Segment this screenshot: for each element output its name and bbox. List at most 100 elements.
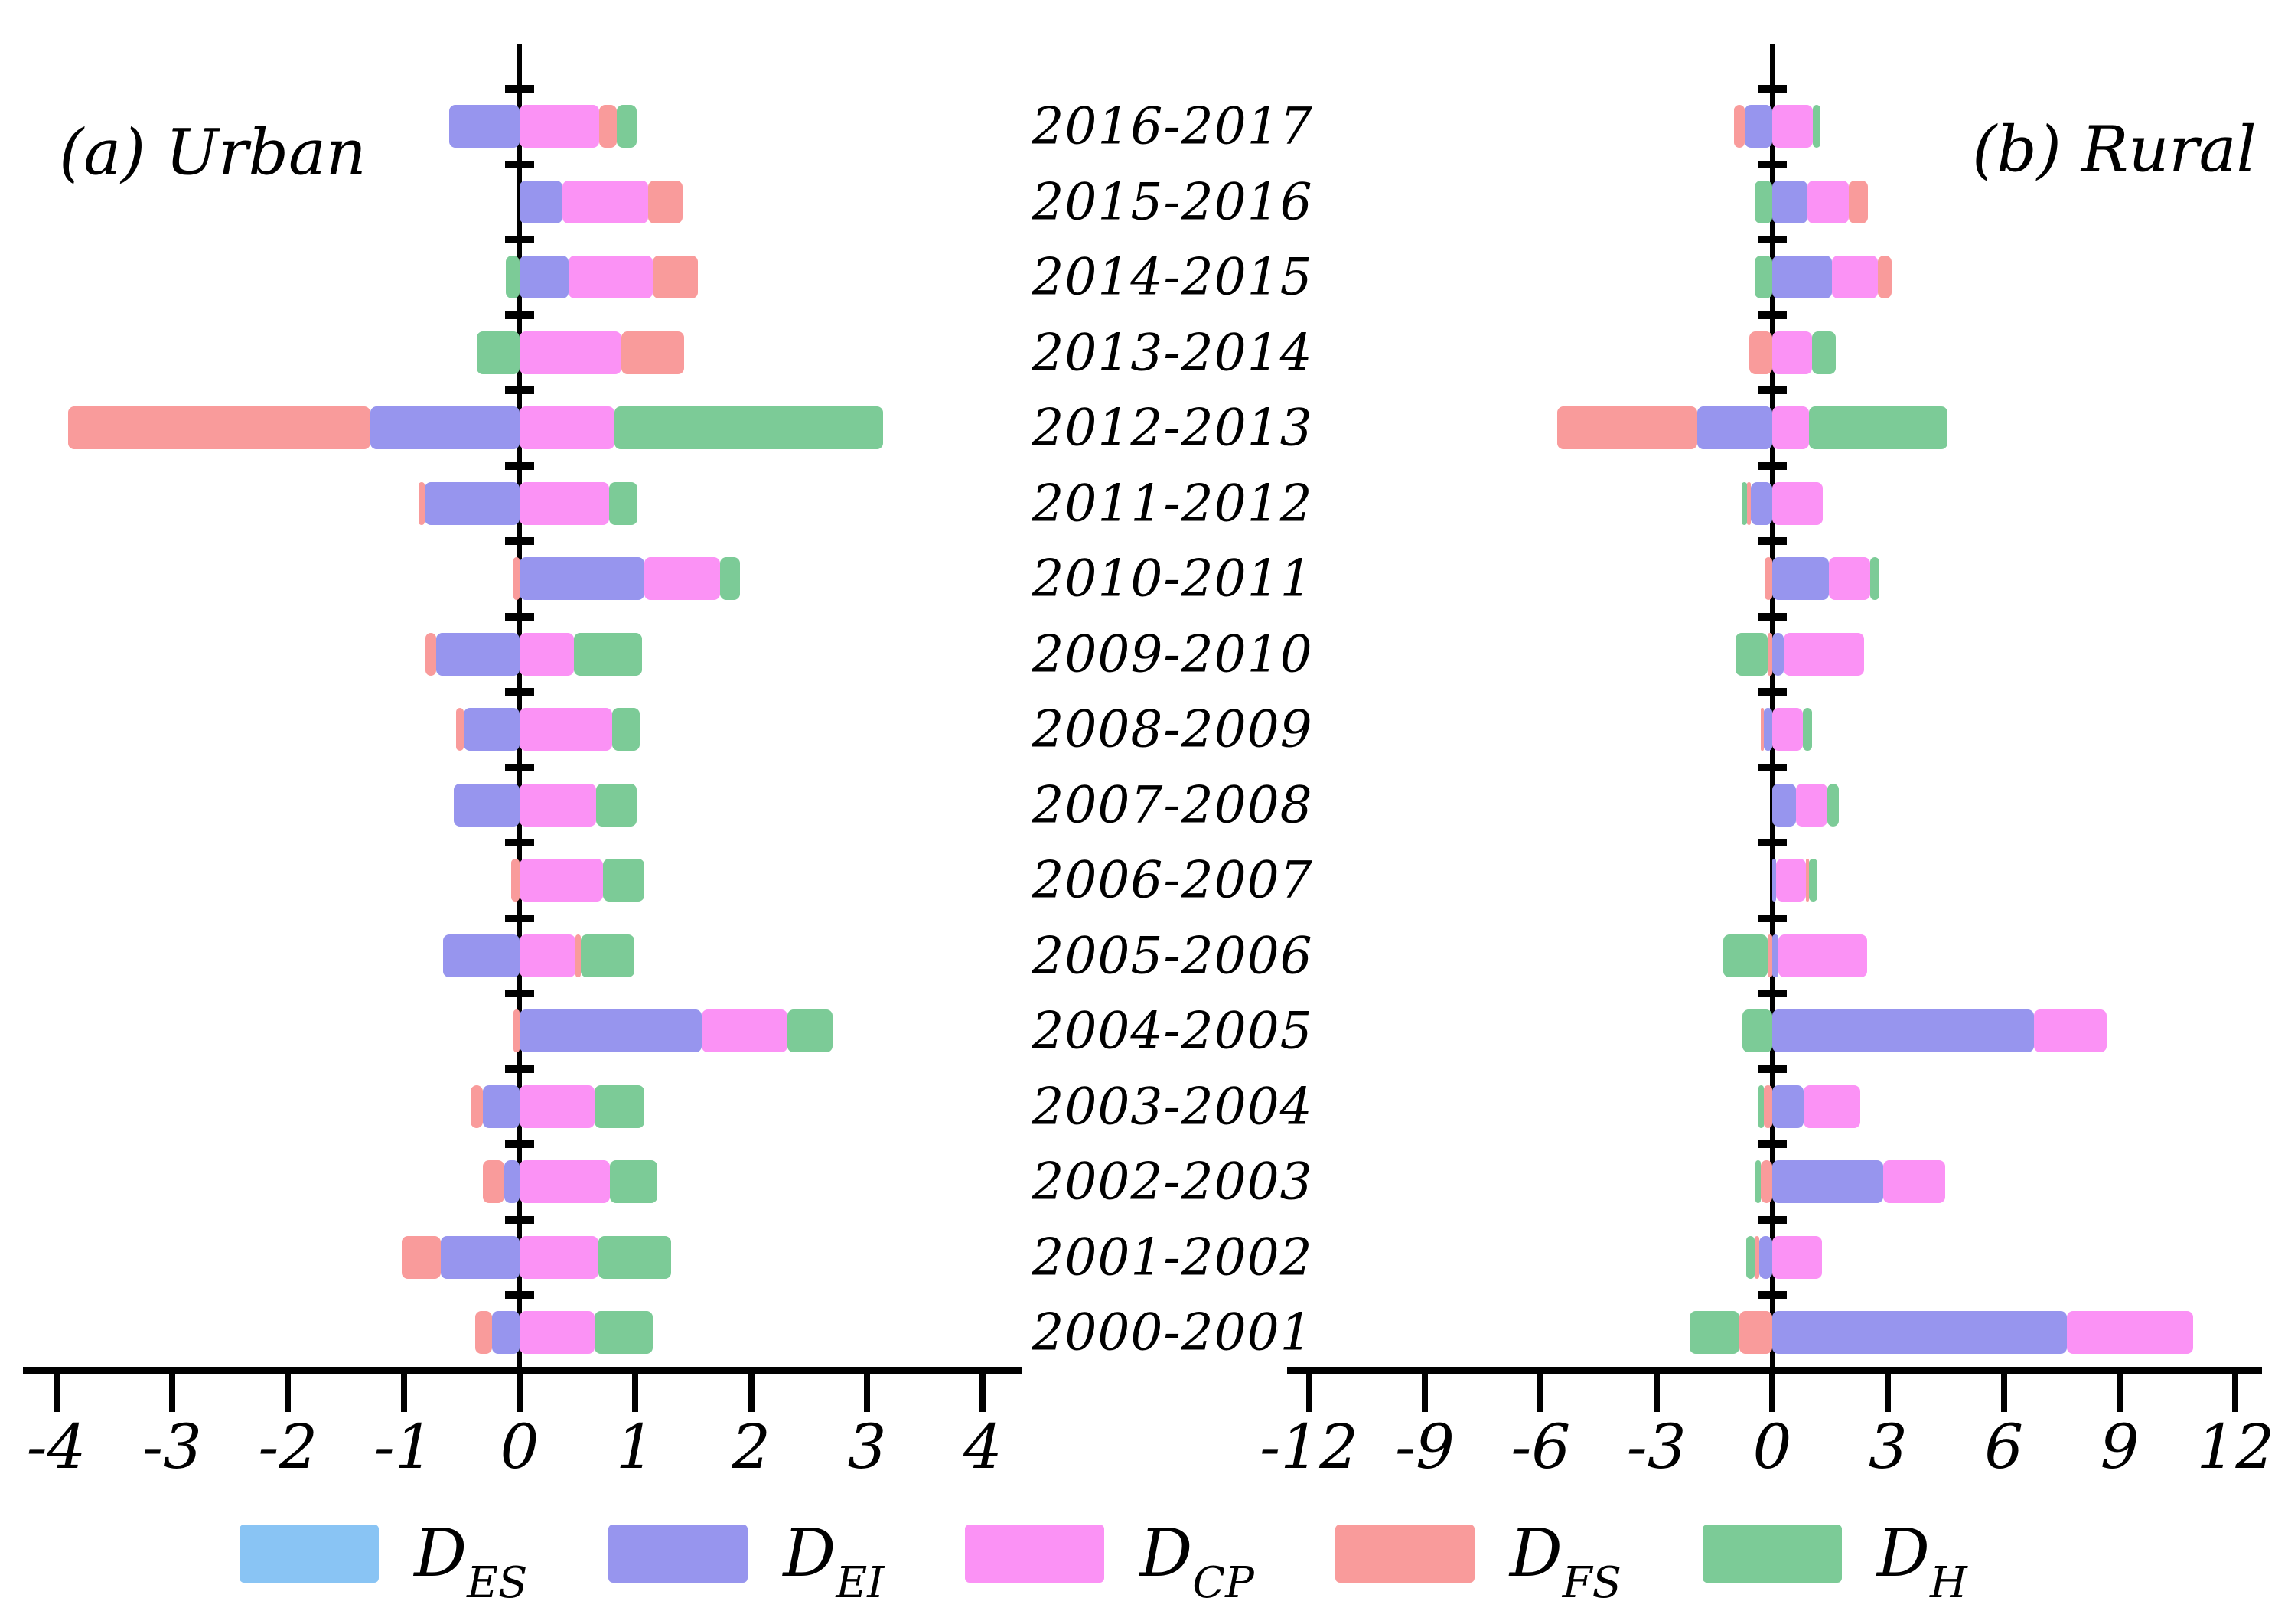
bar-segment-urban-2011-2012-D_EI — [424, 481, 520, 525]
bar-segment-urban-2006-2007-D_CP — [520, 859, 603, 902]
zero-axis-dash-urban — [505, 1291, 534, 1299]
bar-segment-urban-2005-2006-D_EI — [443, 934, 520, 977]
bar-segment-rural-2001-2002-D_EI — [1758, 1235, 1772, 1279]
x-tick-rural — [1537, 1374, 1544, 1412]
year-label: 2011-2012 — [1032, 474, 1313, 533]
zero-axis-dash-rural — [1758, 537, 1787, 545]
bar-segment-rural-2003-2004-D_H — [1758, 1084, 1764, 1128]
bar-segment-rural-2009-2010-D_CP — [1784, 632, 1865, 676]
legend-swatch-D_CP — [965, 1525, 1105, 1583]
bar-segment-urban-2004-2005-D_CP — [701, 1009, 787, 1053]
x-tick-urban — [400, 1374, 407, 1412]
bar-segment-rural-2002-2003-D_FS — [1760, 1160, 1772, 1204]
bar-segment-urban-2010-2011-D_EI — [520, 557, 645, 601]
bar-segment-rural-2015-2016-D_FS — [1848, 180, 1868, 223]
bar-segment-urban-2011-2012-D_CP — [520, 481, 609, 525]
bar-segment-urban-2014-2015-D_FS — [653, 256, 699, 299]
x-tick-label-urban: -1 — [373, 1411, 434, 1482]
zero-axis-dash-rural — [1758, 461, 1787, 470]
bar-segment-rural-2000-2001-D_FS — [1739, 1311, 1772, 1355]
bar-segment-rural-2010-2011-D_EI — [1772, 557, 1830, 601]
bar-segment-urban-2015-2016-D_EI — [520, 180, 562, 223]
bar-segment-urban-2000-2001-D_EI — [491, 1311, 520, 1355]
year-label: 2014-2015 — [1032, 247, 1313, 307]
bar-segment-urban-2013-2014-D_FS — [621, 331, 684, 374]
year-label: 2003-2004 — [1032, 1077, 1313, 1136]
zero-axis-dash-rural — [1758, 160, 1787, 168]
x-tick-urban — [517, 1374, 523, 1412]
bar-segment-urban-2003-2004-D_CP — [520, 1084, 595, 1128]
bar-segment-rural-2001-2002-D_CP — [1772, 1235, 1823, 1279]
x-axis-rural — [1287, 1367, 2262, 1374]
bar-segment-rural-2006-2007-D_CP — [1776, 859, 1807, 902]
bar-segment-rural-2009-2010-D_EI — [1772, 632, 1784, 676]
bar-segment-urban-2008-2009-D_CP — [520, 708, 613, 752]
bar-segment-urban-2016-2017-D_EI — [448, 105, 520, 148]
x-tick-label-urban: 3 — [847, 1411, 887, 1482]
bar-segment-urban-2014-2015-D_H — [505, 256, 520, 299]
bar-segment-rural-2007-2008-D_H — [1827, 783, 1839, 827]
bar-segment-rural-2009-2010-D_FS — [1767, 632, 1772, 676]
year-label: 2009-2010 — [1032, 624, 1313, 684]
bar-segment-urban-2006-2007-D_H — [602, 859, 645, 902]
bar-segment-rural-2009-2010-D_H — [1736, 632, 1768, 676]
bar-segment-rural-2003-2004-D_EI — [1772, 1084, 1804, 1128]
bar-segment-rural-2010-2011-D_FS — [1764, 557, 1772, 601]
bar-segment-urban-2016-2017-D_FS — [599, 105, 618, 148]
bar-segment-rural-2006-2007-D_FS — [1806, 859, 1809, 902]
x-tick-urban — [632, 1374, 639, 1412]
zero-axis-urban — [517, 44, 522, 1374]
zero-axis-dash-urban — [505, 1215, 534, 1224]
legend-label-D_FS: DFS — [1509, 1515, 1621, 1608]
bar-segment-rural-2014-2015-D_EI — [1772, 256, 1832, 299]
bar-segment-urban-2002-2003-D_CP — [520, 1160, 611, 1204]
x-tick-urban — [979, 1374, 986, 1412]
bar-segment-rural-2014-2015-D_H — [1754, 256, 1772, 299]
x-tick-rural — [1305, 1374, 1312, 1412]
bar-segment-rural-2016-2017-D_CP — [1772, 105, 1813, 148]
x-tick-urban — [864, 1374, 871, 1412]
bar-segment-urban-2004-2005-D_H — [787, 1009, 833, 1053]
bar-segment-rural-2000-2001-D_CP — [2067, 1311, 2194, 1355]
x-tick-label-rural: 6 — [1984, 1411, 2024, 1482]
bar-segment-urban-2000-2001-D_H — [595, 1311, 653, 1355]
bar-segment-rural-2002-2003-D_EI — [1772, 1160, 1883, 1204]
bar-segment-urban-2005-2006-D_CP — [520, 934, 575, 977]
bar-segment-rural-2015-2016-D_CP — [1807, 180, 1849, 223]
x-tick-urban — [168, 1374, 175, 1412]
bar-segment-urban-2014-2015-D_CP — [568, 256, 653, 299]
bar-segment-rural-2004-2005-D_EI — [1772, 1009, 2035, 1053]
bar-segment-rural-2002-2003-D_CP — [1882, 1160, 1945, 1204]
legend-label-D_CP: DCP — [1139, 1515, 1254, 1608]
bar-segment-rural-2011-2012-D_CP — [1772, 481, 1823, 525]
legend-label-D_ES: DES — [414, 1515, 528, 1608]
legend-item-D_CP: DCP — [965, 1515, 1335, 1608]
bar-segment-rural-2013-2014-D_CP — [1772, 331, 1813, 374]
x-tick-label-urban: -4 — [26, 1411, 86, 1482]
x-tick-urban — [285, 1374, 292, 1412]
bar-segment-urban-2013-2014-D_CP — [520, 331, 622, 374]
zero-axis-dash-urban — [505, 688, 534, 696]
bar-segment-urban-2001-2002-D_EI — [441, 1235, 520, 1279]
zero-axis-dash-urban — [505, 461, 534, 470]
bar-segment-rural-2012-2013-D_CP — [1772, 406, 1809, 450]
bar-segment-urban-2008-2009-D_EI — [464, 708, 520, 752]
legend-swatch-D_EI — [608, 1525, 748, 1583]
bar-segment-urban-2003-2004-D_FS — [471, 1084, 483, 1128]
bar-segment-rural-2013-2014-D_H — [1812, 331, 1836, 374]
bar-segment-urban-2001-2002-D_FS — [401, 1235, 442, 1279]
bar-segment-urban-2001-2002-D_CP — [520, 1235, 598, 1279]
bar-segment-rural-2008-2009-D_EI — [1764, 708, 1772, 752]
year-label: 2001-2002 — [1032, 1228, 1313, 1287]
year-label: 2016-2017 — [1032, 96, 1313, 156]
year-label: 2013-2014 — [1032, 323, 1313, 383]
bar-segment-urban-2010-2011-D_H — [719, 557, 740, 601]
year-label: 2006-2007 — [1032, 850, 1313, 910]
zero-axis-dash-rural — [1758, 914, 1787, 922]
bar-segment-rural-2015-2016-D_EI — [1772, 180, 1807, 223]
x-tick-label-urban: 2 — [732, 1411, 771, 1482]
bar-segment-urban-2009-2010-D_FS — [425, 632, 437, 676]
bar-segment-urban-2011-2012-D_H — [608, 481, 638, 525]
x-tick-label-rural: -9 — [1394, 1411, 1455, 1482]
